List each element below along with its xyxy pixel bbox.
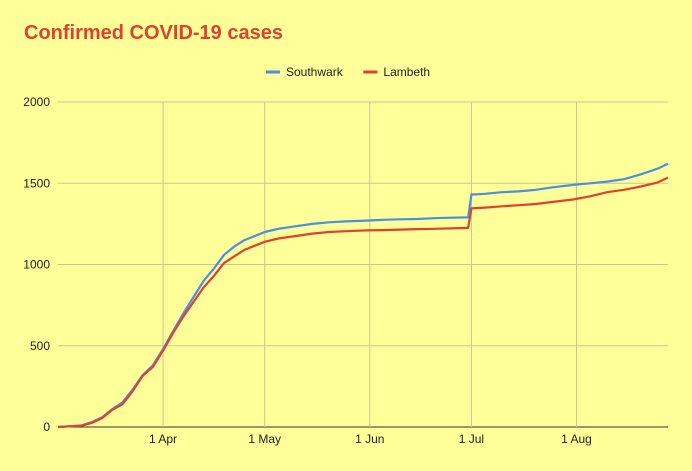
y-tick-label: 1500 xyxy=(23,176,50,190)
legend-label-lambeth: Lambeth xyxy=(383,65,430,79)
x-tick-label: 1 Jul xyxy=(459,432,484,446)
x-tick-label: 1 Apr xyxy=(149,432,177,446)
y-tick-label: 500 xyxy=(30,339,50,353)
x-tick-label: 1 May xyxy=(248,432,281,446)
x-tick-label: 1 Jun xyxy=(355,432,384,446)
legend-label-southwark: Southwark xyxy=(286,65,344,79)
series-line-lambeth xyxy=(57,176,669,429)
chart-title: Confirmed COVID-19 cases xyxy=(24,22,283,44)
y-tick-label: 2000 xyxy=(23,95,50,109)
y-tick-label: 1000 xyxy=(23,258,50,272)
x-tick-label: 1 Aug xyxy=(561,432,592,446)
y-tick-label: 0 xyxy=(43,420,50,434)
